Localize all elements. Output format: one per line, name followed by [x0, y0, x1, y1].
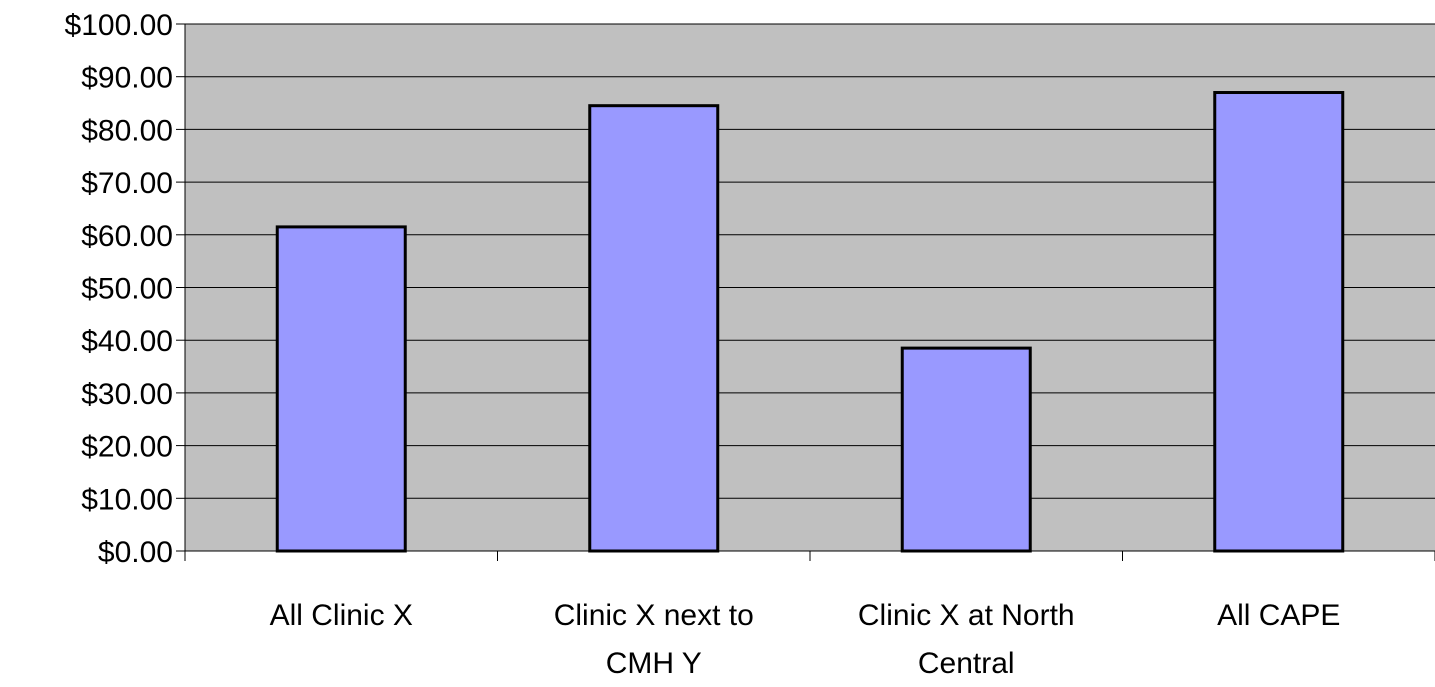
y-tick-label: $80.00 [81, 114, 173, 147]
category-label-line: Central [918, 647, 1015, 680]
y-tick-label: $50.00 [81, 273, 173, 306]
bar [275, 225, 407, 553]
bar [1213, 91, 1345, 553]
category-label-line: All CAPE [1217, 599, 1340, 632]
x-axis-ticks [184, 551, 1435, 561]
category-label: Clinic X at North Central [858, 599, 1075, 680]
category-label: Clinic X next to CMH Y [554, 599, 754, 680]
y-tick-label: $0.00 [98, 536, 173, 569]
y-axis-tick-labels: $0.00 $10.00 $20.00 $30.00 $40.00 $50.00 $60.0… [65, 9, 173, 569]
y-tick-label: $20.00 [81, 431, 173, 464]
bar [900, 346, 1032, 553]
category-label: All Clinic X [270, 599, 413, 632]
category-label-line: Clinic X next to [554, 599, 754, 632]
y-tick-label: $70.00 [81, 167, 173, 200]
y-tick-label: $30.00 [81, 378, 173, 411]
bars [275, 91, 1345, 553]
category-label: All CAPE [1217, 599, 1340, 632]
y-tick-label: $100.00 [65, 9, 173, 42]
y-tick-label: $60.00 [81, 220, 173, 253]
category-label-line: Clinic X at North [858, 599, 1075, 632]
y-tick-label: $10.00 [81, 483, 173, 516]
y-tick-label: $40.00 [81, 325, 173, 358]
category-label-line: All Clinic X [270, 599, 413, 632]
y-axis-ticks [176, 23, 185, 552]
bar [588, 104, 720, 553]
category-label-line: CMH Y [606, 647, 702, 680]
x-axis-category-labels: All Clinic X Clinic X next to CMH YClinic … [270, 599, 1341, 680]
y-tick-label: $90.00 [81, 62, 173, 95]
